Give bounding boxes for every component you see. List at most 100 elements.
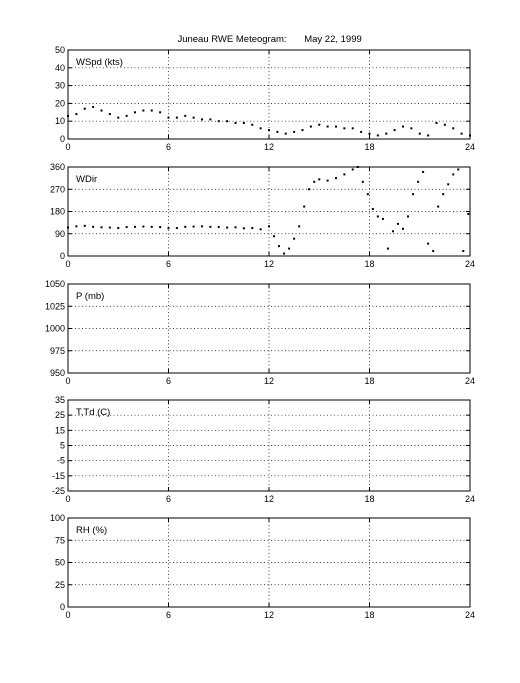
data-point [469, 134, 471, 137]
data-point [293, 237, 296, 240]
panel-label: T,Td (C) [76, 407, 110, 418]
y-tick-label: 35 [55, 395, 65, 405]
data-point [452, 127, 455, 130]
y-tick-label: -5 [57, 456, 65, 466]
x-tick-label: 0 [65, 494, 70, 504]
data-point [192, 225, 195, 228]
x-tick-label: 24 [465, 259, 475, 269]
x-tick-label: 6 [166, 610, 171, 620]
data-point [366, 193, 369, 196]
y-tick-label: 0 [60, 251, 65, 261]
data-point [268, 129, 270, 132]
data-point [343, 173, 346, 176]
x-tick-label: 6 [166, 494, 171, 504]
data-point [175, 227, 178, 230]
data-point [67, 114, 69, 117]
data-point [201, 118, 203, 121]
data-point [159, 111, 162, 114]
data-point [356, 166, 359, 168]
data-point [192, 116, 195, 119]
y-tick-label: 975 [50, 346, 65, 356]
x-tick-label: 18 [364, 259, 374, 269]
panel-label: WDir [76, 174, 97, 185]
y-tick-label: 0 [60, 134, 65, 144]
y-tick-label: -15 [52, 471, 65, 481]
x-tick-label: 0 [65, 142, 70, 152]
y-tick-label: 180 [50, 207, 65, 217]
x-tick-label: 18 [364, 376, 374, 386]
data-point [381, 217, 384, 220]
panel-frame [67, 49, 471, 140]
data-point [427, 134, 430, 137]
data-point [134, 225, 136, 228]
data-point [92, 105, 95, 108]
data-point [125, 114, 128, 117]
y-tick-label: 90 [55, 229, 65, 239]
data-point [410, 127, 413, 130]
data-point [117, 116, 120, 119]
y-tick-label: 50 [55, 45, 65, 55]
data-point [376, 134, 379, 137]
y-tick-label: 360 [50, 162, 65, 172]
data-point [75, 225, 78, 228]
data-point [313, 180, 316, 183]
x-tick-label: 12 [264, 142, 274, 152]
data-point [150, 225, 153, 228]
data-point [75, 113, 78, 116]
data-point [462, 250, 465, 253]
panel-label: P (mb) [76, 291, 104, 302]
data-point [242, 121, 245, 124]
data-point [283, 252, 286, 255]
data-point [100, 109, 103, 112]
data-point [418, 132, 421, 135]
panel-2: 0 6 12 18 24 950 975 1000 1025 1050 P (mb) [45, 279, 475, 386]
data-point [209, 118, 212, 121]
data-point [251, 123, 254, 126]
x-tick-label: 0 [65, 376, 70, 386]
data-point [92, 225, 95, 228]
data-point [303, 205, 306, 208]
y-tick-label: 1000 [45, 324, 65, 334]
data-point [351, 168, 354, 171]
y-tick-label: 1050 [45, 279, 65, 289]
panel-frame [67, 283, 471, 374]
data-point [427, 242, 430, 245]
x-tick-label: 18 [364, 494, 374, 504]
data-point [351, 127, 354, 130]
title-right: May 22, 1999 [304, 34, 362, 45]
data-point [217, 120, 220, 123]
x-tick-label: 0 [65, 610, 70, 620]
y-tick-label: 0 [60, 602, 65, 612]
panel-label: RH (%) [76, 525, 107, 536]
data-point [184, 225, 187, 228]
panel-label: WSpd (kts) [76, 57, 123, 68]
data-point [308, 188, 311, 191]
data-point [217, 226, 220, 229]
data-point [396, 222, 399, 225]
data-point [276, 130, 279, 133]
data-point [150, 109, 153, 112]
data-point [259, 228, 262, 231]
data-point [318, 123, 321, 126]
data-point [67, 226, 69, 229]
y-tick-label: 100 [50, 513, 65, 523]
data-point [234, 226, 237, 229]
data-point [309, 125, 312, 128]
x-tick-label: 12 [264, 259, 274, 269]
x-tick-label: 0 [65, 259, 70, 269]
y-tick-label: 25 [55, 580, 65, 590]
y-tick-label: 5 [60, 441, 65, 451]
data-point [83, 224, 86, 227]
data-point [184, 114, 187, 117]
data-point [293, 130, 296, 133]
x-tick-label: 18 [364, 610, 374, 620]
data-point [361, 180, 364, 183]
data-point [447, 183, 450, 186]
x-tick-label: 12 [264, 494, 274, 504]
data-point [407, 215, 410, 218]
data-point [443, 123, 446, 126]
data-point [467, 212, 470, 215]
data-point [360, 130, 363, 133]
data-point [318, 178, 321, 181]
